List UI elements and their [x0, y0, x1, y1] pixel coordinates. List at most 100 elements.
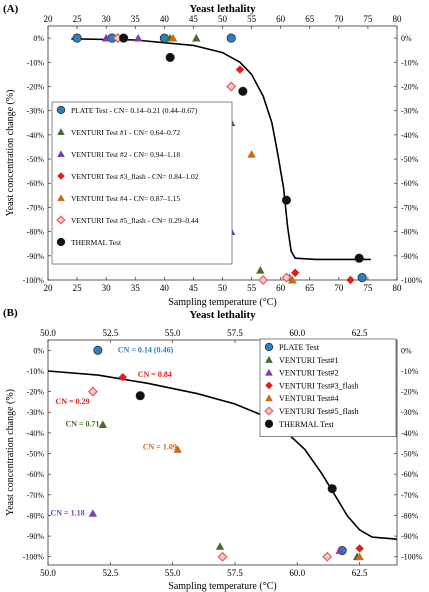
legend-label-6: VENTURI Test#5_flash — [279, 407, 359, 416]
legend-marker-5 — [57, 194, 65, 202]
legend-label-6: VENTURI Test #5_flash - CN= 0.29–0.44 — [71, 216, 199, 225]
series-6-point-2 — [226, 81, 237, 92]
y-tick-label-right: -40% — [401, 131, 419, 140]
x-tick-label: 60 — [276, 283, 286, 293]
plot-frame — [47, 339, 398, 566]
x-tick-label-top: 65 — [305, 14, 315, 24]
x-tick-label-top: 60.0 — [289, 328, 305, 338]
x-tick-label-top: 35 — [131, 14, 141, 24]
y-tick-label: -70% — [27, 491, 45, 500]
series-5-point-1 — [173, 445, 182, 453]
y-tick-label: -20% — [27, 388, 45, 397]
series-6-point-3 — [322, 551, 333, 562]
x-tick-label: 70 — [334, 283, 344, 293]
y-tick-label-right: -70% — [401, 491, 419, 500]
y-tick-label-right: -20% — [401, 82, 419, 91]
legend-marker-2 — [57, 128, 65, 136]
y-tick-label-right: -90% — [401, 532, 419, 541]
chart-title: Yeast lethality — [189, 3, 256, 15]
x-tick-label-top: 40 — [160, 14, 170, 24]
x-tick-label-top: 62.5 — [352, 328, 368, 338]
y-tick-label: -50% — [27, 155, 45, 164]
x-tick-label-top: 45 — [189, 14, 199, 24]
series-6-point-2 — [217, 551, 228, 562]
y-tick-label: -100% — [23, 276, 45, 285]
y-tick-label: -60% — [27, 470, 45, 479]
y-tick-label: 0% — [33, 34, 44, 43]
x-tick-label-top: 70 — [334, 14, 344, 24]
legend-marker-6 — [56, 215, 66, 225]
series-3-point-1 — [88, 509, 98, 517]
y-tick-label: -100% — [23, 553, 45, 562]
x-tick-label-top: 75 — [363, 14, 373, 24]
y-tick-label-right: -90% — [401, 252, 419, 261]
legend-marker-6 — [264, 406, 274, 416]
fit-curve — [47, 370, 398, 540]
series-1-point-4 — [226, 33, 236, 43]
y-tick-label: -90% — [27, 532, 45, 541]
panel-a: (A) Yeast lethality 20 20 25 25 30 30 35 35 40 40 45… — [3, 3, 423, 308]
x-tick-label: 25 — [73, 283, 83, 293]
y-tick-label-right: -20% — [401, 388, 419, 397]
y-tick-label-right: -50% — [401, 155, 419, 164]
x-tick-label: 52.5 — [102, 568, 118, 578]
x-tick-label-top: 80 — [393, 14, 403, 24]
y-tick-label-right: 0% — [401, 34, 412, 43]
y-tick-label: -30% — [27, 107, 45, 116]
series-7-point-2 — [165, 52, 175, 62]
series-2-point-2 — [215, 542, 225, 550]
series-6-point-4 — [281, 272, 292, 283]
legend-marker-7 — [264, 419, 274, 428]
legend-label-3: VENTURI Test#2 — [279, 369, 339, 378]
legend-label-4: VENTURI Test#3_flash — [279, 381, 359, 390]
series-1-point-1 — [72, 33, 82, 43]
legend-label-5: VENTURI Test#4 — [279, 394, 339, 403]
x-tick-label: 55.0 — [165, 568, 181, 578]
legend-marker-4 — [57, 172, 65, 180]
series-5-point-1 — [168, 33, 178, 42]
y-tick-label: -40% — [27, 429, 45, 438]
y-tick-label-right: -10% — [401, 367, 419, 376]
y-tick-label-right: -80% — [401, 228, 419, 237]
series-5-point-2 — [355, 552, 364, 561]
legend: PLATE Test - CN= 0.14–0.21 (0.44–0.67) VE… — [51, 101, 233, 265]
x-tick-label: 75 — [363, 283, 373, 293]
series-4-point-2 — [355, 544, 364, 553]
cn-annotation-6: CN = 1.18 — [50, 508, 84, 517]
y-tick-label-right: -70% — [401, 203, 419, 212]
y-tick-label: 0% — [33, 346, 44, 355]
x-tick-label: 80 — [393, 283, 403, 293]
y-tick-label: -50% — [27, 450, 45, 459]
x-tick-label: 30 — [102, 283, 112, 293]
y-tick-label-right: -60% — [401, 470, 419, 479]
y-tick-label: -10% — [27, 58, 45, 67]
series-1-point-1 — [93, 345, 103, 355]
x-tick-label: 57.5 — [227, 568, 243, 578]
series-7-point-5 — [354, 253, 364, 263]
x-tick-label-top: 25 — [73, 14, 83, 24]
y-tick-label: -40% — [27, 131, 45, 140]
x-tick-label: 55 — [247, 283, 257, 293]
y-tick-label-right: 0% — [401, 346, 412, 355]
y-tick-label: -90% — [27, 252, 45, 261]
legend-label-5: VENTURI Test #4 - CN= 0.87–1.15 — [71, 194, 180, 203]
series-6-point-1 — [87, 386, 98, 397]
y-tick-label: -10% — [27, 367, 45, 376]
legend-marker-2 — [265, 356, 273, 363]
series-3-point-1 — [101, 33, 111, 42]
x-tick-label-top: 52.5 — [102, 328, 118, 338]
legend-marker-5 — [265, 394, 273, 402]
y-tick-label-right: -100% — [401, 276, 423, 285]
series-4-point-1 — [118, 372, 127, 382]
y-axis-label: Yeast concentration change (%) — [5, 389, 16, 516]
legend-label-1: PLATE Test — [279, 343, 320, 352]
x-tick-label: 20 — [44, 283, 54, 293]
series-4-point-1 — [235, 65, 245, 74]
legend-marker-1 — [56, 105, 66, 115]
series-7-point-2 — [327, 484, 337, 494]
y-tick-label: -20% — [27, 82, 45, 91]
y-tick-label: -80% — [27, 511, 45, 520]
legend-label-2: VENTURI Test#1 — [279, 356, 339, 365]
x-tick-label: 50 — [218, 283, 228, 293]
